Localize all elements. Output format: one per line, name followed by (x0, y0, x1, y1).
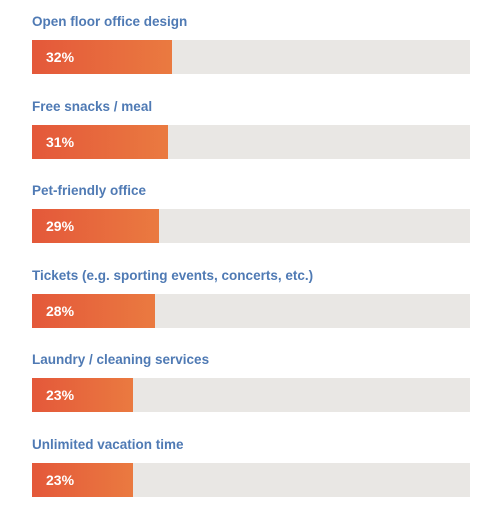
bar-chart: Open floor office design 32% Free snacks… (32, 14, 470, 522)
bar-track: 29% (32, 209, 470, 244)
data-label: 23% (46, 471, 75, 488)
category-label: Open floor office design (32, 14, 188, 29)
chart-row: Pet-friendly office 29% (32, 183, 470, 268)
chart-row: Unlimited vacation time 23% (32, 437, 470, 522)
bar (32, 124, 168, 159)
bar-track: 32% (32, 40, 470, 74)
bar-track: 31% (32, 124, 470, 159)
bar (32, 462, 133, 497)
chart-row: Tickets (e.g. sporting events, concerts,… (32, 268, 470, 353)
category-label: Free snacks / meal (32, 98, 153, 114)
data-label: 28% (46, 302, 75, 319)
data-label: 31% (46, 133, 75, 150)
bar-track: 23% (32, 462, 470, 497)
bar-track: 28% (32, 293, 470, 328)
data-label: 32% (46, 49, 75, 65)
bar (32, 40, 172, 74)
chart-row: Open floor office design 32% (32, 14, 470, 99)
chart-row: Laundry / cleaning services 23% (32, 352, 470, 437)
chart-row: Free snacks / meal 31% (32, 99, 470, 184)
data-label: 23% (46, 387, 75, 404)
category-label: Unlimited vacation time (32, 436, 184, 452)
bar (32, 293, 155, 328)
bar (32, 209, 159, 244)
category-label: Laundry / cleaning services (32, 352, 210, 368)
data-label: 29% (46, 218, 75, 235)
category-label: Tickets (e.g. sporting events, concerts,… (32, 267, 314, 283)
category-label: Pet-friendly office (32, 183, 147, 199)
bar-track: 23% (32, 378, 470, 413)
bar (32, 378, 133, 413)
